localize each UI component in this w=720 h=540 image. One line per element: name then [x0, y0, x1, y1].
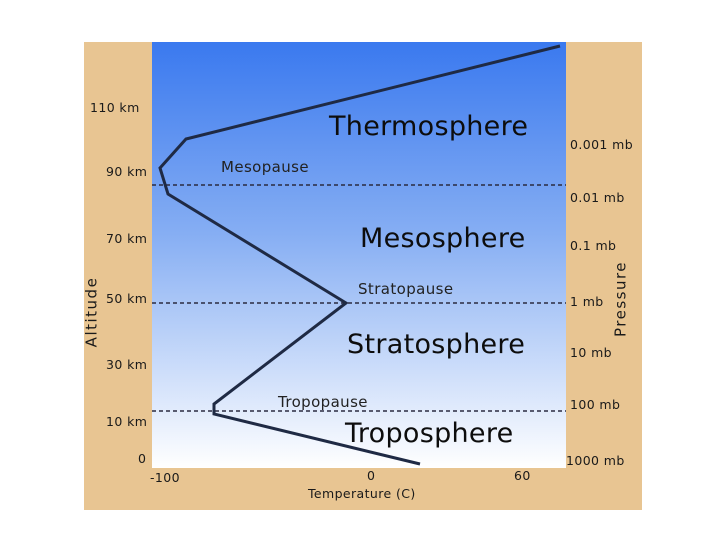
altitude-tick-90: 90 km [106, 164, 148, 179]
altitude-tick-0: 0 [138, 451, 147, 466]
altitude-axis-title: Altitude [82, 276, 101, 348]
atmosphere-diagram [84, 42, 642, 510]
boundary-label-mesopause: Mesopause [221, 158, 310, 176]
altitude-tick-10: 10 km [106, 414, 148, 429]
diagram-canvas [152, 42, 566, 468]
layer-label-stratosphere: Stratosphere [347, 329, 526, 360]
pressure-axis-title: Pressure [611, 260, 630, 338]
pressure-tick-01: 0.1 mb [570, 238, 617, 253]
layer-label-mesosphere: Mesosphere [360, 223, 526, 254]
boundary-label-stratopause: Stratopause [358, 280, 454, 298]
temperature-profile-line [158, 44, 561, 466]
pressure-tick-1: 1 mb [570, 294, 604, 309]
altitude-tick-70: 70 km [106, 231, 148, 246]
temperature-tick-0: 0 [367, 468, 376, 483]
temperature-tick-60: 60 [514, 468, 531, 483]
layer-label-troposphere: Troposphere [345, 418, 514, 449]
pressure-tick-10: 10 mb [570, 345, 612, 360]
temperature-axis-title: Temperature (C) [308, 486, 416, 501]
pressure-tick-001: 0.01 mb [570, 190, 625, 205]
temperature-tick-minus100: -100 [150, 470, 180, 485]
altitude-tick-50: 50 km [106, 291, 148, 306]
altitude-tick-110: 110 km [90, 100, 140, 115]
boundary-label-tropopause: Tropopause [278, 393, 368, 411]
pressure-tick-0001: 0.001 mb [570, 137, 634, 152]
pressure-tick-100: 100 mb [570, 397, 621, 412]
pressure-tick-1000: 1000 mb [566, 453, 625, 468]
altitude-tick-30: 30 km [106, 357, 148, 372]
layer-label-thermosphere: Thermosphere [329, 111, 529, 142]
